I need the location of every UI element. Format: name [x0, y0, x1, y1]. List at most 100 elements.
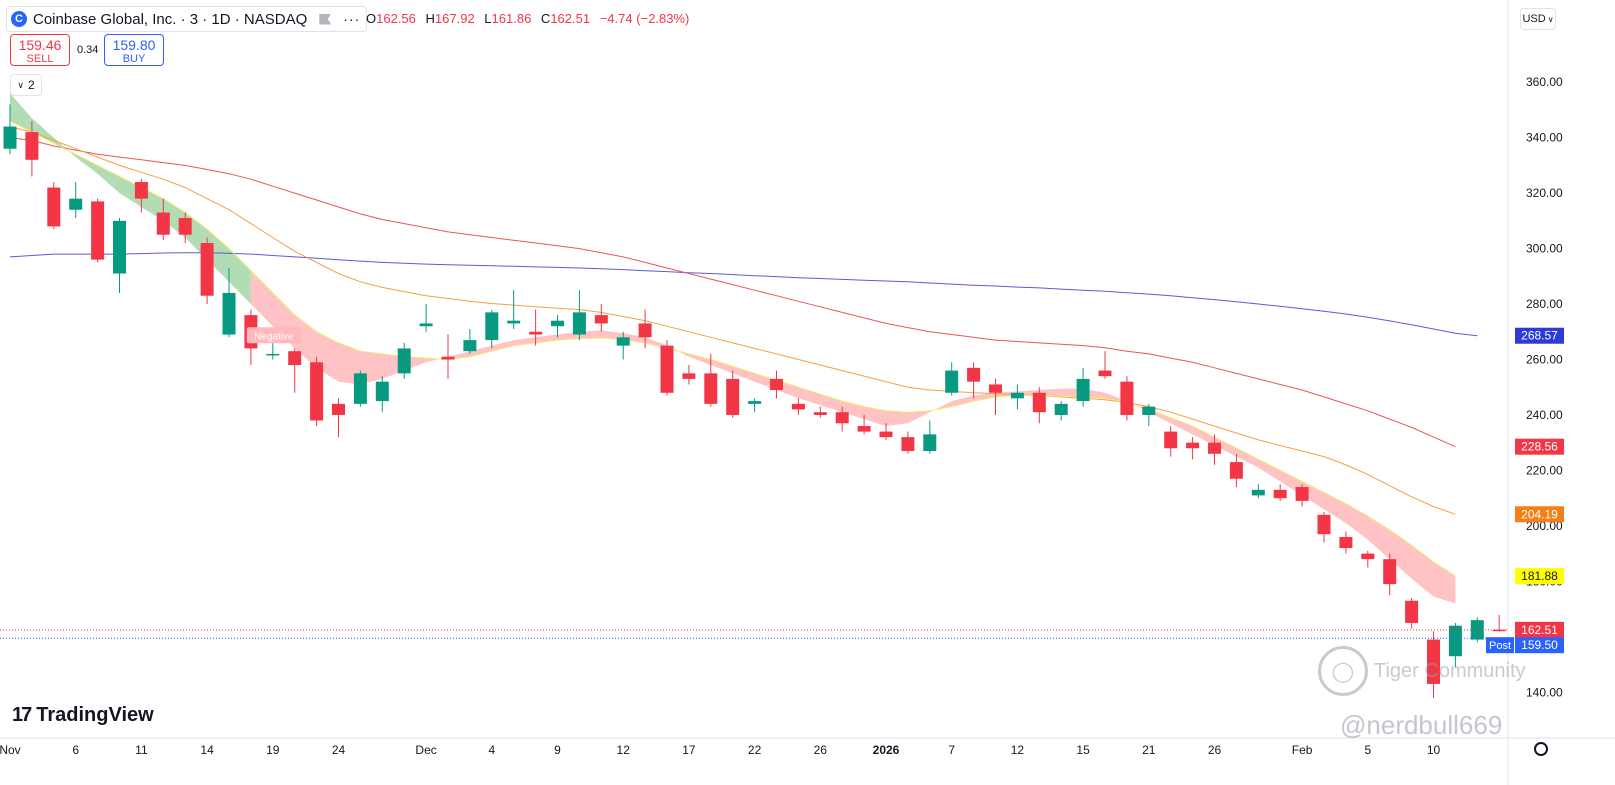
time-tick-label: 10 — [1427, 743, 1441, 757]
time-tick-label: 19 — [266, 743, 280, 757]
candle-body — [1295, 487, 1309, 501]
low-value: 161.86 — [491, 11, 532, 26]
price-tick-label: 320.00 — [1526, 186, 1563, 200]
candle-body — [529, 331, 543, 335]
time-tick-label: 24 — [332, 743, 346, 757]
candle-body — [1120, 381, 1134, 415]
time-tick-label: 4 — [488, 743, 495, 757]
time-tick-label: 26 — [1208, 743, 1222, 757]
time-tick-label: 9 — [554, 743, 561, 757]
candle-body — [91, 201, 105, 260]
price-tag-label: 181.88 — [1521, 569, 1558, 583]
candle-body — [813, 412, 827, 415]
time-tick-label: 17 — [682, 743, 696, 757]
currency-selector[interactable]: USD ∨ — [1520, 8, 1556, 30]
time-tick-label: 21 — [1142, 743, 1156, 757]
ma-blue-line — [9, 252, 1478, 337]
watermark-text: Tiger Community — [1374, 659, 1526, 682]
candle-body — [1427, 639, 1440, 684]
ma-red-line — [9, 137, 1456, 448]
candle-body — [704, 373, 718, 404]
price-tag — [1515, 621, 1564, 638]
candle-body — [1010, 392, 1024, 399]
candle-body — [1470, 620, 1484, 640]
price-tag-label: 228.56 — [1521, 440, 1558, 454]
price-tick-label: 140.00 — [1526, 685, 1563, 699]
currency-label: USD — [1522, 13, 1546, 25]
candle-body — [967, 367, 981, 382]
watermark-handle: @nerdbull669 — [1340, 710, 1503, 740]
candle-body — [572, 312, 586, 335]
price-tick-label: 200.00 — [1526, 519, 1563, 533]
candle-body — [463, 340, 477, 352]
change-value: −4.74 (−2.83%) — [599, 11, 690, 26]
annotation-label: Negative — [254, 331, 294, 342]
symbol-title[interactable]: Coinbase Global, Inc. · 3 · 1D · NASDAQ — [33, 10, 308, 28]
spread-value: 0.34 — [77, 44, 99, 56]
price-tick-label: 280.00 — [1526, 297, 1563, 311]
sell-price: 159.46 — [18, 37, 62, 53]
candle-body — [1229, 462, 1243, 479]
price-tag-label: 162.51 — [1521, 623, 1558, 637]
time-tick-label: Dec — [415, 743, 436, 757]
candle-body — [1405, 600, 1419, 623]
time-tick-label: 22 — [748, 743, 762, 757]
gear-icon[interactable] — [1534, 742, 1548, 756]
candle-body — [923, 434, 937, 452]
candle-body — [1339, 536, 1353, 549]
candle-body — [1142, 406, 1156, 415]
coinbase-logo-icon: C — [11, 11, 27, 27]
sell-button[interactable]: 159.46 SELL — [10, 34, 70, 66]
buy-button[interactable]: 159.80 BUY — [104, 34, 164, 66]
buy-label: BUY — [122, 53, 146, 65]
price-tag — [1515, 506, 1564, 523]
close-label: C — [540, 11, 551, 26]
high-value: 167.92 — [434, 11, 475, 26]
symbol-header[interactable]: C Coinbase Global, Inc. · 3 · 1D · NASDA… — [6, 6, 368, 32]
candle-body — [397, 348, 411, 374]
candle-body — [638, 323, 652, 338]
candle-body — [25, 132, 39, 160]
negative-cloud — [250, 270, 1456, 604]
tiger-logo-icon: ◯ — [1318, 646, 1368, 696]
candle-body — [901, 437, 915, 452]
price-tag-label: 268.57 — [1521, 329, 1558, 343]
candle-body — [222, 292, 236, 335]
post-badge-label: Post — [1489, 640, 1511, 652]
tradingview-logo[interactable]: 17 TradingView — [12, 704, 154, 727]
candle-body — [945, 370, 959, 393]
annotation-badge — [246, 327, 301, 344]
candle-body — [1076, 378, 1090, 402]
candle-body — [288, 351, 302, 366]
candle-body — [660, 345, 674, 393]
candle-body — [266, 353, 280, 356]
time-tick-label: 15 — [1076, 743, 1090, 757]
candle-body — [47, 187, 61, 227]
candle-body — [989, 384, 1002, 393]
time-tick-label: 7 — [948, 743, 955, 757]
buy-price: 159.80 — [112, 37, 156, 53]
candle-body — [1208, 442, 1221, 454]
flag-icon[interactable] — [319, 13, 332, 25]
positive-cloud — [10, 93, 251, 304]
low-label: L — [484, 11, 492, 26]
candle-body — [1032, 392, 1046, 413]
tiger-community-watermark: ◯ Tiger Community — [1318, 646, 1526, 696]
candle-body — [857, 426, 871, 432]
ohlc-legend: O162.56 H167.92 L161.86 C162.51 −4.74 (−… — [366, 11, 695, 26]
more-icon[interactable]: ··· — [343, 11, 361, 27]
candle-body — [178, 218, 192, 235]
candle-body — [200, 243, 214, 296]
candle-body — [1361, 553, 1375, 560]
candle-body — [485, 312, 499, 341]
candle-body — [507, 320, 521, 324]
price-tag — [1515, 637, 1564, 654]
time-tick-label: 14 — [200, 743, 214, 757]
candle-body — [375, 381, 389, 402]
candle-body — [879, 431, 893, 438]
open-label: O — [366, 11, 377, 26]
indicators-toggle[interactable]: ∨ 2 — [10, 74, 42, 96]
candle-body — [1098, 370, 1112, 377]
candle-body — [3, 126, 17, 149]
